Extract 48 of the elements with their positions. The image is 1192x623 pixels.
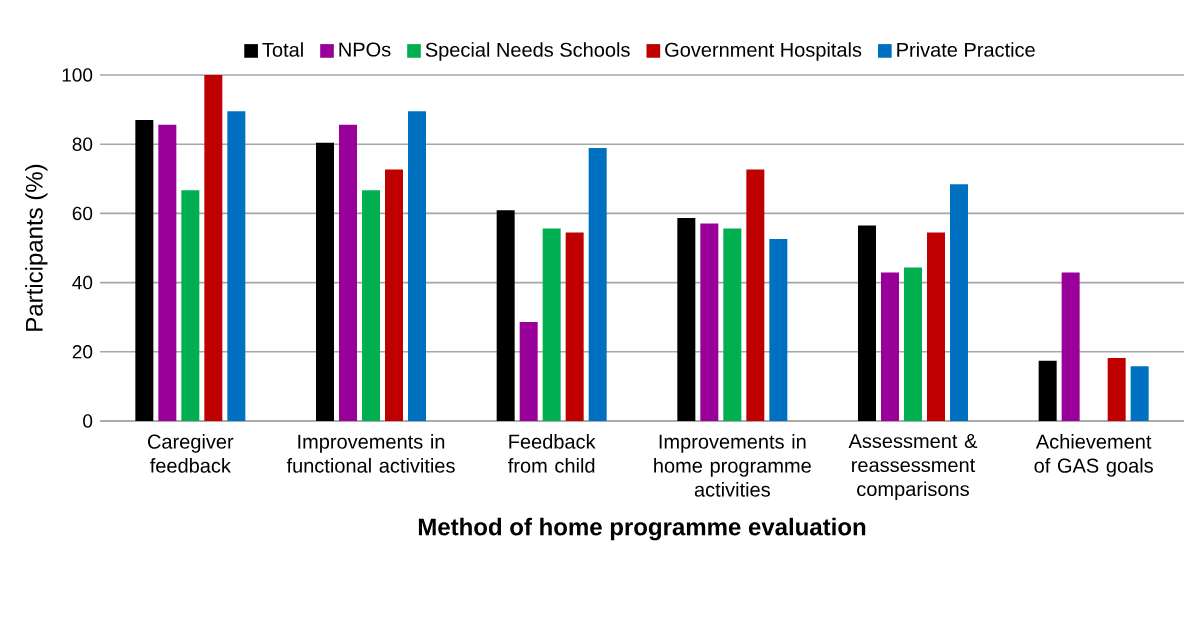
bar	[880, 272, 899, 422]
x-tick-label: Assessment & reassessment comparisons	[848, 434, 978, 501]
bar	[496, 210, 515, 422]
bar	[135, 119, 154, 422]
bar	[158, 124, 177, 422]
y-tick-label: 40	[72, 275, 93, 290]
bar	[950, 184, 968, 422]
x-tick-label: Improvements in functional activities	[286, 434, 455, 473]
legend-label: Total	[262, 42, 303, 57]
y-tick-label: 60	[72, 206, 93, 221]
bar	[588, 148, 607, 422]
bar	[700, 223, 719, 422]
legend-label: Private Practice	[897, 42, 1035, 57]
bar	[1061, 272, 1080, 422]
bar	[1130, 366, 1149, 422]
bar	[723, 228, 742, 422]
bar	[903, 267, 922, 422]
bar	[565, 232, 584, 422]
bar	[204, 75, 223, 422]
y-tick-label: 80	[72, 137, 93, 151]
y-tick-label: 100	[62, 68, 93, 82]
y-tick-label: 0	[83, 414, 93, 428]
bar	[227, 111, 246, 422]
bar	[519, 322, 538, 422]
bar	[1107, 358, 1126, 422]
x-tick-label: Feedback from child	[508, 434, 596, 473]
bar	[542, 228, 561, 422]
y-tick-label: 20	[72, 345, 93, 359]
legend-label: NPOs	[339, 42, 391, 57]
bar	[677, 217, 696, 422]
legend-label: Special Needs Schools	[425, 42, 630, 61]
bar	[927, 232, 945, 422]
bar	[769, 239, 788, 422]
bar	[362, 190, 380, 422]
bar	[385, 169, 403, 422]
bar	[857, 225, 876, 422]
bar	[181, 190, 200, 422]
x-axis-title: Method of home programme evaluation	[418, 517, 866, 541]
y-axis-title: Participants (%)	[25, 164, 48, 331]
bar	[408, 111, 426, 422]
bar	[316, 142, 334, 422]
bar	[746, 169, 765, 422]
legend-label: Government Hospitals	[665, 42, 862, 61]
x-tick-label: Caregiver feedback	[148, 434, 234, 473]
x-tick-label: Improvements in home programme activities	[654, 434, 811, 497]
bar	[339, 124, 357, 422]
x-tick-label: Achievement of GAS goals	[1034, 434, 1153, 477]
bar	[1038, 360, 1057, 422]
